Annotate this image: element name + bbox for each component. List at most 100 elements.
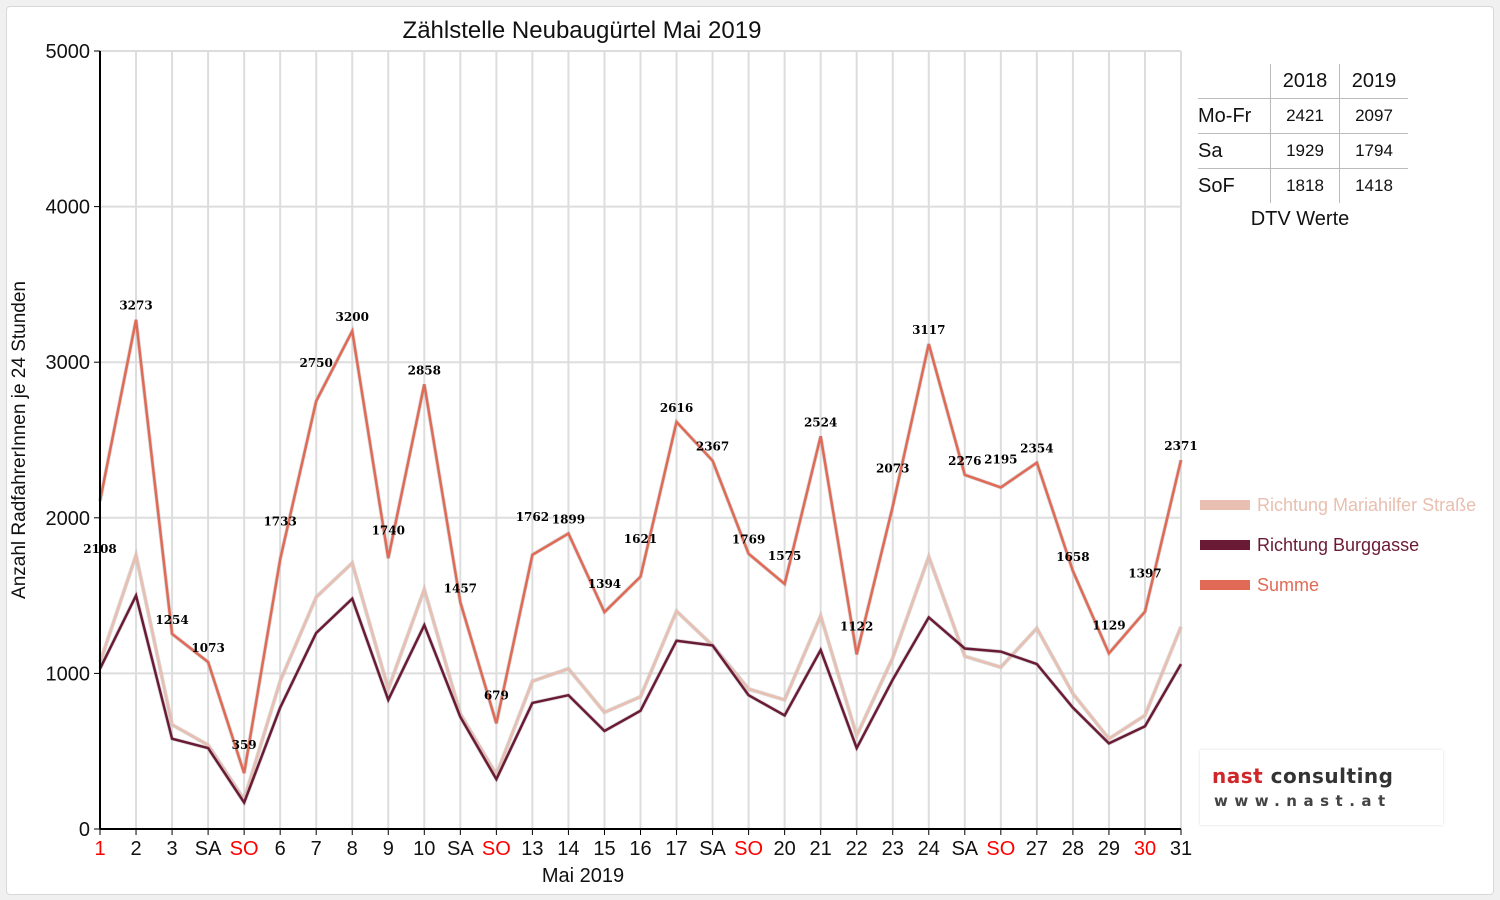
x-tick-label: 17	[665, 838, 687, 860]
x-tick-label: 27	[1026, 838, 1048, 860]
data-label: 2276	[948, 454, 981, 468]
x-tick-label: 15	[593, 838, 615, 860]
data-label: 1769	[732, 533, 765, 547]
data-label: 2367	[696, 440, 729, 454]
dtv-header-2018: 2018	[1270, 64, 1340, 99]
data-label: 1394	[588, 577, 621, 591]
legend-swatch	[1200, 500, 1250, 510]
x-tick-label: 13	[521, 838, 543, 860]
series-line-summe	[98, 319, 1183, 774]
series-layer	[98, 319, 1183, 807]
x-tick-label: 28	[1062, 838, 1084, 860]
x-tick-label: SO	[734, 838, 763, 860]
legend-label: Richtung Mariahilfer Straße	[1257, 495, 1476, 515]
dtv-header-2019: 2019	[1339, 64, 1408, 99]
x-tick-label: SA	[195, 838, 222, 860]
chart-title: Zählstelle Neubaugürtel Mai 2019	[403, 17, 762, 44]
data-labels: 2108327312541073359173327503200174028581…	[83, 299, 1197, 752]
data-label: 1740	[372, 523, 405, 537]
legend-swatch	[1200, 540, 1250, 550]
y-tick-label: 0	[79, 819, 90, 841]
dtv-row-mofr: Mo-Fr 2421 2097	[1198, 98, 1408, 134]
data-label: 2073	[876, 461, 909, 475]
dtv-cell: 1818	[1270, 168, 1340, 203]
dtv-row-sa: Sa 1929 1794	[1198, 133, 1408, 169]
dtv-cell: 2421	[1270, 98, 1340, 134]
y-tick-label: 4000	[46, 197, 91, 219]
dtv-cell: 1929	[1270, 133, 1340, 169]
logo: nast consulting www.nast.at	[1200, 750, 1443, 825]
x-tick-label: 9	[383, 838, 394, 860]
y-tick-label: 2000	[46, 508, 91, 530]
dtv-row-label: Mo-Fr	[1198, 98, 1271, 134]
dtv-caption: DTV Werte	[1250, 208, 1350, 230]
dtv-cell: 1418	[1339, 168, 1408, 203]
x-tick-label: 31	[1170, 838, 1192, 860]
data-label: 359	[232, 738, 257, 752]
data-label: 3200	[336, 310, 369, 324]
x-tick-label: SO	[230, 838, 259, 860]
dtv-table: 2018 2019 Mo-Fr 2421 2097 Sa 1929 1794 S…	[1198, 64, 1408, 203]
data-label: 1733	[263, 514, 296, 528]
logo-name: nast consulting	[1212, 764, 1393, 788]
x-tick-label: 24	[918, 838, 940, 860]
x-tick-label: 7	[311, 838, 322, 860]
data-label: 1397	[1128, 567, 1161, 581]
data-label: 1621	[624, 532, 657, 546]
dtv-header-empty	[1198, 64, 1271, 99]
x-tick-label: 22	[846, 838, 868, 860]
series-line-burggasse	[98, 591, 1183, 806]
y-tick-label: 1000	[46, 663, 91, 685]
legend: Richtung Mariahilfer Straße Richtung Burg…	[1200, 495, 1476, 595]
dtv-row-sof: SoF 1818 1418	[1198, 168, 1408, 203]
data-label: 2195	[984, 452, 1017, 466]
x-axis-label: Mai 2019	[542, 865, 624, 887]
data-label: 1658	[1056, 550, 1089, 564]
x-tick-label: 30	[1134, 838, 1156, 860]
x-tick-label: 2	[130, 838, 141, 860]
x-tick-label: 16	[629, 838, 651, 860]
dtv-row-label: SoF	[1198, 168, 1271, 203]
data-label: 2616	[660, 401, 693, 415]
data-label: 1122	[840, 619, 873, 633]
data-label: 1129	[1092, 618, 1125, 632]
x-tick-label: 8	[347, 838, 358, 860]
x-tick-label: 21	[810, 838, 832, 860]
data-label: 1457	[444, 581, 477, 595]
logo-name-part2: consulting	[1270, 764, 1394, 788]
y-tick-label: 3000	[46, 352, 91, 374]
x-tick-label: SA	[447, 838, 474, 860]
legend-label: Summe	[1257, 575, 1319, 595]
x-tick-label: 14	[557, 838, 579, 860]
logo-url: www.nast.at	[1214, 792, 1392, 810]
data-label: 2371	[1164, 439, 1197, 453]
x-tick-label: 23	[882, 838, 904, 860]
data-label: 2354	[1020, 442, 1053, 456]
x-tick-label: 29	[1098, 838, 1120, 860]
series-line-mariahilfer-strasse	[98, 550, 1183, 803]
y-axis-label: Anzahl RadfahrerInnen je 24 Stunden	[9, 281, 30, 599]
x-tick-label: 6	[275, 838, 286, 860]
data-label: 1899	[552, 513, 585, 527]
x-tick-label: 10	[413, 838, 435, 860]
logo-name-part1: nast	[1212, 764, 1264, 788]
x-tick-label: 20	[774, 838, 796, 860]
data-label: 679	[484, 688, 509, 702]
x-tick-label: 1	[94, 838, 105, 860]
data-label: 2858	[408, 363, 441, 377]
y-tick-label: 5000	[46, 41, 91, 63]
data-label: 2750	[299, 356, 332, 370]
x-tick-label: SA	[699, 838, 726, 860]
data-label: 2524	[804, 415, 837, 429]
data-label: 1254	[155, 613, 188, 627]
axes: 1 2 3 SA SO 6 7 8 9 10 SA SO 13 14 15 16 17 SA SO 20 21 22 23 2…	[46, 41, 1193, 860]
dtv-header-row: 2018 2019	[1198, 64, 1408, 99]
dtv-cell: 1794	[1339, 133, 1408, 169]
x-tick-label: 3	[167, 838, 178, 860]
data-label: 1575	[768, 549, 801, 563]
dtv-row-label: Sa	[1198, 133, 1271, 169]
legend-swatch	[1200, 580, 1250, 590]
legend-label: Richtung Burggasse	[1257, 535, 1419, 555]
data-label: 1762	[516, 510, 549, 524]
